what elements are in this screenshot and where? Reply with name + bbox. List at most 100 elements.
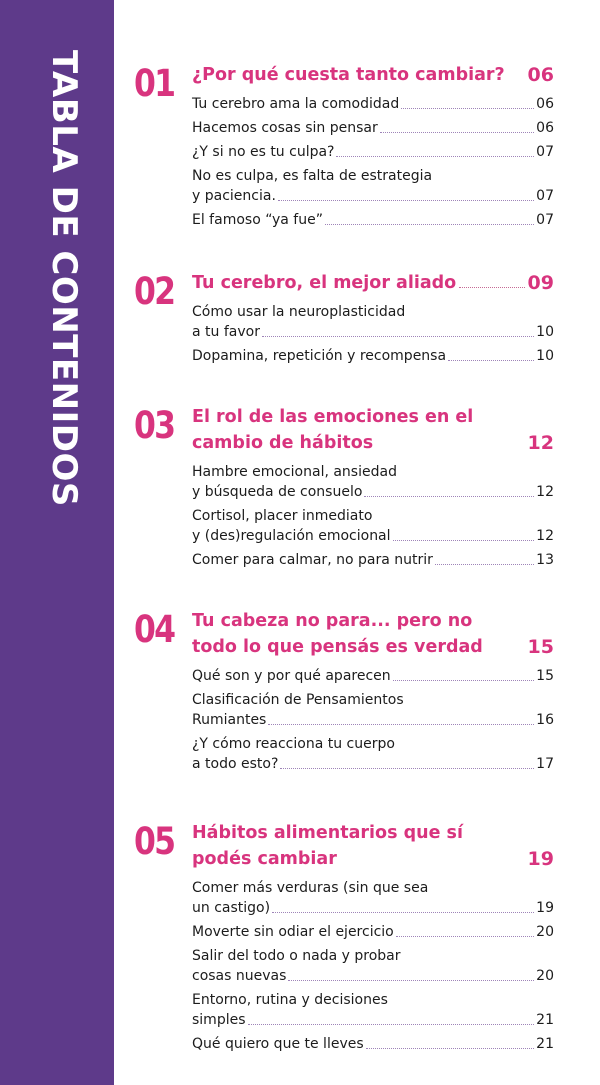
leader-dots xyxy=(268,724,535,725)
leader-dots xyxy=(392,680,535,681)
section-heading[interactable]: El rol de las emociones en el cambio de h… xyxy=(192,404,554,456)
entry-text-line: simples xyxy=(192,1012,246,1028)
sidebar-band: TABLA DE CONTENIDOS xyxy=(0,0,114,1085)
section-heading[interactable]: ¿Por qué cuesta tanto cambiar? 06 xyxy=(192,62,554,88)
section-title-line: Tu cerebro, el mejor aliado xyxy=(192,273,457,293)
leader-dots xyxy=(280,768,535,769)
section-title-line: cambio de hábitos xyxy=(192,433,374,453)
section-items: Hambre emocional, ansiedad y búsqueda de … xyxy=(192,462,554,574)
section-heading[interactable]: Tu cerebro, el mejor aliado 09 xyxy=(192,270,554,296)
leader-dots xyxy=(401,108,535,109)
entry-text-line: Salir del todo o nada y probar xyxy=(192,948,401,964)
entry-text-line: ¿Y si no es tu culpa? xyxy=(192,144,335,160)
entry-text-line: Hambre emocional, ansiedad xyxy=(192,464,397,480)
leader-dots xyxy=(379,132,535,133)
section-page-number: 09 xyxy=(527,272,554,294)
entry-text-line: ¿Y cómo reacciona tu cuerpo xyxy=(192,736,395,752)
entry-text-line: Cortisol, placer inmediato xyxy=(192,508,373,524)
section-title-line: El rol de las emociones en el xyxy=(192,407,474,427)
entry-text-line: Hacemos cosas sin pensar xyxy=(192,120,378,136)
leader-dots xyxy=(392,540,535,541)
entry-text-line: Moverte sin odiar el ejercicio xyxy=(192,924,394,940)
toc-entry[interactable]: Tu cerebro ama la comodidad 06 xyxy=(192,94,554,114)
entry-page-number: 06 xyxy=(536,120,554,136)
toc-entry[interactable]: Comer más verduras (sin que sea un castig… xyxy=(192,878,554,918)
entry-page-number: 12 xyxy=(536,484,554,500)
entry-page-number: 16 xyxy=(536,712,554,728)
leader-dots xyxy=(459,287,525,288)
toc-entry[interactable]: ¿Y cómo reacciona tu cuerpo a todo esto? 1… xyxy=(192,734,554,774)
entry-text-line: El famoso “ya fue” xyxy=(192,212,323,228)
section-title-line: Hábitos alimentarios que sí xyxy=(192,823,463,843)
entry-page-number: 13 xyxy=(536,552,554,568)
entry-text-line: Tu cerebro ama la comodidad xyxy=(192,96,400,112)
toc-entry[interactable]: No es culpa, es falta de estrategia y pac… xyxy=(192,166,554,206)
entry-page-number: 20 xyxy=(536,924,554,940)
toc-entry[interactable]: Qué son y por qué aparecen 15 xyxy=(192,666,554,686)
entry-text-line: Comer más verduras (sin que sea xyxy=(192,880,429,896)
entry-text-line: Qué quiero que te lleves xyxy=(192,1036,364,1052)
entry-page-number: 19 xyxy=(536,900,554,916)
leader-dots xyxy=(395,936,535,937)
toc-title: TABLA DE CONTENIDOS xyxy=(44,50,84,507)
leader-dots xyxy=(448,360,535,361)
toc-entry[interactable]: Dopamina, repetición y recompensa 10 xyxy=(192,346,554,366)
leader-dots xyxy=(336,156,535,157)
section-page-number: 19 xyxy=(527,848,554,870)
entry-page-number: 10 xyxy=(536,324,554,340)
leader-dots xyxy=(365,1048,535,1049)
entry-text-line: Comer para calmar, no para nutrir xyxy=(192,552,433,568)
toc-entry[interactable]: Cómo usar la neuroplasticidad a tu favor 1… xyxy=(192,302,554,342)
leader-dots xyxy=(364,496,535,497)
section-items: Comer más verduras (sin que sea un castig… xyxy=(192,878,554,1058)
entry-text-line: Dopamina, repetición y recompensa xyxy=(192,348,447,364)
section-title-line: podés cambiar xyxy=(192,849,337,869)
entry-text-line: y paciencia. xyxy=(192,188,276,204)
section-items: Qué son y por qué aparecen 15 Clasificació… xyxy=(192,666,554,778)
toc-entry[interactable]: Cortisol, placer inmediato y (des)regulac… xyxy=(192,506,554,546)
toc-entry[interactable]: Salir del todo o nada y probar cosas nuev… xyxy=(192,946,554,986)
entry-text-line: Rumiantes xyxy=(192,712,267,728)
toc-entry[interactable]: Clasificación de Pensamientos Rumiantes 16 xyxy=(192,690,554,730)
entry-page-number: 07 xyxy=(536,212,554,228)
toc-entry[interactable]: Entorno, rutina y decisiones simples 21 xyxy=(192,990,554,1030)
entry-text-line: y (des)regulación emocional xyxy=(192,528,391,544)
section-number: 05 xyxy=(134,820,176,863)
leader-dots xyxy=(324,224,535,225)
entry-text-line: cosas nuevas xyxy=(192,968,287,984)
toc-entry[interactable]: Hambre emocional, ansiedad y búsqueda de … xyxy=(192,462,554,502)
section-heading[interactable]: Hábitos alimentarios que sí podés cambiar… xyxy=(192,820,554,872)
entry-page-number: 17 xyxy=(536,756,554,772)
entry-page-number: 21 xyxy=(536,1012,554,1028)
entry-page-number: 20 xyxy=(536,968,554,984)
section-page-number: 12 xyxy=(527,432,554,454)
section-items: Cómo usar la neuroplasticidad a tu favor 1… xyxy=(192,302,554,370)
section-heading[interactable]: Tu cabeza no para... pero no todo lo que … xyxy=(192,608,554,660)
section-title-line: ¿Por qué cuesta tanto cambiar? xyxy=(192,65,505,85)
leader-dots xyxy=(247,1024,535,1025)
entry-text-line: Clasificación de Pensamientos xyxy=(192,692,404,708)
toc-entry[interactable]: Hacemos cosas sin pensar 06 xyxy=(192,118,554,138)
entry-text-line: Entorno, rutina y decisiones xyxy=(192,992,388,1008)
entry-page-number: 21 xyxy=(536,1036,554,1052)
entry-page-number: 07 xyxy=(536,188,554,204)
leader-dots xyxy=(272,912,535,913)
entry-page-number: 07 xyxy=(536,144,554,160)
toc-entry[interactable]: Qué quiero que te lleves 21 xyxy=(192,1034,554,1054)
entry-text-line: a tu favor xyxy=(192,324,260,340)
toc-entry[interactable]: ¿Y si no es tu culpa? 07 xyxy=(192,142,554,162)
section-number: 02 xyxy=(134,270,176,313)
toc-entry[interactable]: El famoso “ya fue” 07 xyxy=(192,210,554,230)
section-number: 04 xyxy=(134,608,176,651)
toc-entry[interactable]: Moverte sin odiar el ejercicio 20 xyxy=(192,922,554,942)
entry-text-line: Qué son y por qué aparecen xyxy=(192,668,391,684)
section-title-line: Tu cabeza no para... pero no xyxy=(192,611,473,631)
entry-text-line: y búsqueda de consuelo xyxy=(192,484,363,500)
section-number: 01 xyxy=(134,62,176,105)
toc-entry[interactable]: Comer para calmar, no para nutrir 13 xyxy=(192,550,554,570)
section-page-number: 06 xyxy=(527,64,554,86)
entry-page-number: 15 xyxy=(536,668,554,684)
leader-dots xyxy=(434,564,535,565)
entry-page-number: 10 xyxy=(536,348,554,364)
leader-dots xyxy=(261,336,535,337)
